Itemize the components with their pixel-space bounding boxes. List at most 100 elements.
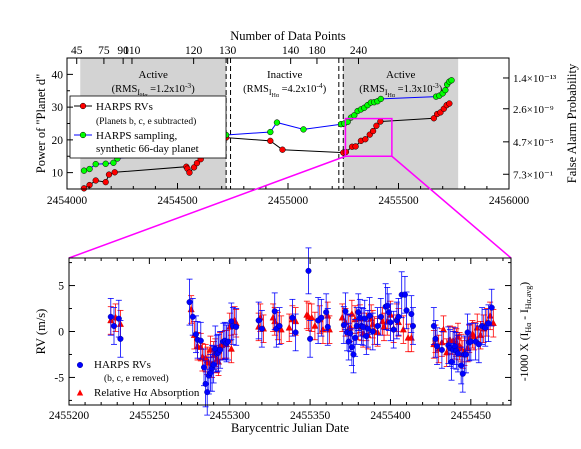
right-axis-tick-label: 2.6×10⁻⁹ xyxy=(513,104,554,116)
synthetic-power-point xyxy=(80,167,88,174)
top-axis-tick-label: 120 xyxy=(185,45,203,57)
top-axis-tick-label: 90 xyxy=(117,45,129,57)
shaded-region xyxy=(343,58,459,189)
bottom-right-axis-label: -1000 X (IHα - IHα,avg) xyxy=(519,282,533,381)
rv-point xyxy=(366,312,373,319)
rv-point xyxy=(387,319,394,326)
rms-sub: I xyxy=(269,88,272,97)
rv-power-point xyxy=(373,122,380,129)
rms-subsub: Hα xyxy=(388,93,396,99)
bottom-x-tick-label: 2455400 xyxy=(370,410,411,422)
region-rms: (RMSIHα =1.3x10-3) xyxy=(359,81,443,99)
rms-sub: I xyxy=(137,88,140,97)
region-label: Active xyxy=(139,69,168,81)
top-axis-tick-label: 140 xyxy=(282,45,300,57)
rv-point xyxy=(255,317,262,324)
bottom-x-tick-label: 2455350 xyxy=(290,410,331,422)
synthetic-power-point xyxy=(92,160,99,168)
top-axis-tick-label: 240 xyxy=(350,45,368,57)
rv-point xyxy=(233,323,240,330)
legend-halpha-marker xyxy=(76,389,84,396)
rv-point xyxy=(485,320,492,327)
rv-point xyxy=(438,346,445,353)
synthetic-power-point xyxy=(448,77,455,84)
top-x-tick-label: 2455500 xyxy=(378,195,419,207)
legend-red-label: HARPS RVs xyxy=(96,101,153,113)
bottom-x-tick-label: 2455300 xyxy=(210,410,251,422)
halpha-point xyxy=(476,331,484,338)
rv-power-point xyxy=(186,169,193,176)
rv-point xyxy=(276,322,283,329)
rv-power-point xyxy=(279,146,286,153)
top-axis-tick-label: 130 xyxy=(219,45,237,57)
rv-point xyxy=(369,328,376,335)
rv-point xyxy=(107,313,114,320)
legend-red-sublabel: (Planets b, c, e subtracted) xyxy=(96,116,196,127)
top-panel: Active(RMSIHα =1.2x10-3)Inactive(RMSIHα … xyxy=(34,29,579,207)
region-label: Active xyxy=(386,69,415,81)
bottom-panel: 2455200 2455250 2455300 2455350 2455400 24554… xyxy=(34,247,533,435)
legend-green-sublabel: synthetic 66-day planet xyxy=(96,143,199,155)
rv-point xyxy=(111,322,118,329)
rv-power-point xyxy=(267,137,274,145)
rv-point xyxy=(258,325,265,332)
halpha-point xyxy=(187,305,195,313)
top-x-tick-label: 2456000 xyxy=(489,195,530,207)
bottom-x-axis-label: Barycentric Julian Date xyxy=(231,421,349,435)
rms-subsub: Hα xyxy=(272,93,280,99)
right-axis-label: False Alarm Probability xyxy=(565,63,579,183)
legend-halpha-label: Relative Hα Absorption xyxy=(94,387,200,399)
rv-power-point xyxy=(111,169,118,176)
right-label-main: -1000 X (I xyxy=(519,332,531,381)
halpha-point xyxy=(311,322,319,329)
top-x-tick-label: 2454000 xyxy=(47,195,88,207)
rv-point xyxy=(189,313,196,320)
legend-box xyxy=(69,95,227,159)
legend-rv-label: HARPS RVs xyxy=(94,359,151,371)
synthetic-power-point xyxy=(377,95,384,103)
rv-point xyxy=(409,322,416,329)
rv-point xyxy=(488,304,495,311)
rv-point xyxy=(390,326,397,333)
rv-point xyxy=(186,299,193,306)
rms-prefix: (RMS xyxy=(112,84,138,95)
rv-power-point xyxy=(377,118,384,125)
rv-power-point xyxy=(446,100,453,107)
rv-point xyxy=(374,322,381,329)
rv-power-point xyxy=(92,177,99,184)
rv-point xyxy=(307,335,314,342)
right-label-sub1: Hα xyxy=(524,322,533,333)
legend-rv-marker xyxy=(76,362,83,369)
bottom-x-tick-label: 2455200 xyxy=(49,410,90,422)
rv-point xyxy=(289,314,296,321)
right-axis-tick-label: 4.7×10⁻⁵ xyxy=(513,137,554,149)
synthetic-power-point xyxy=(110,159,117,166)
halpha-point xyxy=(399,325,407,333)
rms-prefix: (RMS xyxy=(359,84,385,95)
rv-point xyxy=(482,324,489,331)
bottom-y-tick-label: -5 xyxy=(54,372,64,384)
halpha-point xyxy=(486,311,494,319)
top-axis-tick-label: 45 xyxy=(71,45,83,57)
rv-point xyxy=(115,315,122,322)
rms-suffix: ) xyxy=(323,84,327,95)
right-label-end: ) xyxy=(519,282,531,286)
halpha-point xyxy=(227,345,235,352)
rv-point xyxy=(117,335,124,342)
top-y-tick-label: 10 xyxy=(52,168,64,180)
zoom-connector xyxy=(68,155,512,259)
halpha-point xyxy=(285,323,293,331)
rv-power-point xyxy=(430,115,438,122)
rv-power-point xyxy=(193,159,201,167)
synthetic-power-point xyxy=(442,86,449,94)
zoom-connector-left xyxy=(68,155,346,259)
rv-power-point xyxy=(362,136,369,143)
rv-point xyxy=(342,308,349,315)
top-axis-title: Number of Data Points xyxy=(230,29,346,43)
rv-point xyxy=(217,346,224,353)
right-axis-tick-label: 7.3×10⁻¹ xyxy=(513,169,553,181)
top-x-tick-label: 2455000 xyxy=(268,195,309,207)
rms-value: =1.3x10 xyxy=(395,84,432,95)
rms-value: =1.2x10 xyxy=(148,84,185,95)
top-y-tick-label: 20 xyxy=(52,135,64,147)
